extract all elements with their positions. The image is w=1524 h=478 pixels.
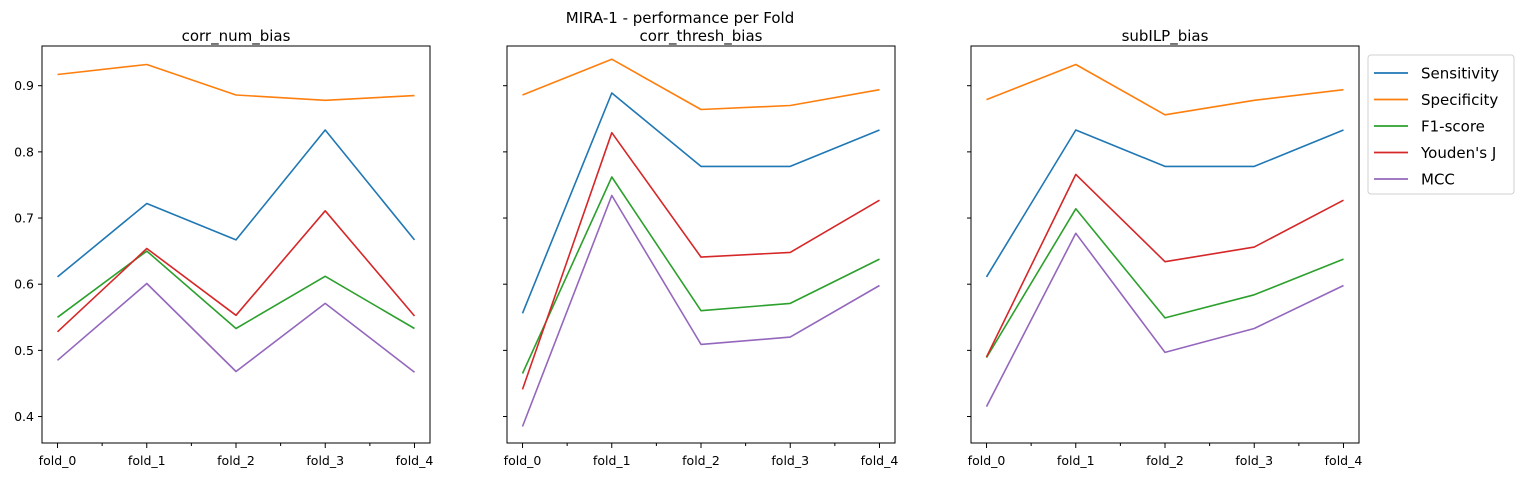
legend-label: Specificity: [1421, 91, 1498, 109]
series-line-f1-score: [521, 176, 880, 374]
series-line-specificity: [986, 63, 1344, 116]
y-tick-label: 0.7: [14, 211, 34, 226]
series-line-specificity: [57, 63, 415, 102]
figure-suptitle: MIRA-1 - performance per Fold: [566, 9, 795, 27]
x-tick-label: fold_1: [1057, 453, 1095, 468]
series-line-youden-s-j: [521, 131, 880, 390]
axes-frame: [970, 45, 1360, 444]
subplot-corr-thresh-bias: corr_thresh_bias fold_0 fold_1 fold_2 fold_…: [503, 27, 898, 468]
series-line-youden-s-j: [56, 210, 416, 333]
y-tick-label: 0.9: [14, 78, 34, 93]
series-line-mcc: [985, 232, 1344, 407]
series-line-specificity: [522, 58, 880, 111]
x-tick-label: fold_4: [1325, 453, 1363, 468]
legend-label: MCC: [1421, 171, 1455, 189]
legend-label: F1-score: [1421, 118, 1485, 136]
x-tick-label: fold_4: [396, 453, 434, 468]
subplot-corr-num-bias: corr_num_bias 0.4 0.5 0.6 0.7 0.8 0.9 fold_0 fo…: [14, 27, 433, 468]
x-tick-label: fold_2: [217, 453, 255, 468]
legend-label: Youden's J: [1420, 144, 1496, 162]
series-line-mcc: [56, 282, 415, 373]
series-line-sensitivity: [985, 129, 1344, 278]
x-tick-label: fold_0: [968, 453, 1006, 468]
x-tick-label: fold_2: [682, 453, 720, 468]
x-tick-label: fold_0: [504, 453, 542, 468]
x-tick-label: fold_3: [771, 453, 809, 468]
y-tick-label: 0.8: [14, 144, 34, 159]
legend-label: Sensitivity: [1421, 65, 1499, 83]
y-tick-label: 0.4: [14, 409, 34, 424]
x-tick-label: fold_1: [128, 453, 166, 468]
axes-frame: [506, 45, 896, 444]
y-tick-label: 0.5: [14, 343, 34, 358]
x-tick-label: fold_3: [306, 453, 344, 468]
x-tick-label: fold_4: [861, 453, 899, 468]
x-tick-label: fold_1: [593, 453, 631, 468]
subplot-title: subILP_bias: [1122, 27, 1209, 46]
subplot-title: corr_num_bias: [182, 27, 291, 46]
series-line-mcc: [521, 194, 880, 427]
series-line-youden-s-j: [985, 173, 1344, 358]
x-tick-label: fold_3: [1235, 453, 1273, 468]
x-tick-label: fold_2: [1146, 453, 1184, 468]
y-tick-label: 0.6: [14, 277, 34, 292]
series-line-f1-score: [985, 208, 1344, 359]
subplot-title: corr_thresh_bias: [640, 27, 763, 46]
x-tick-label: fold_0: [39, 453, 77, 468]
subplot-subilp-bias: subILP_bias fold_0 fold_1 fold_2 fold_3 fold…: [967, 27, 1362, 468]
series-line-sensitivity: [521, 92, 880, 314]
series-line-sensitivity: [56, 129, 416, 278]
legend: Sensitivity Specificity F1-score Youden's J…: [1367, 54, 1515, 195]
series-line-f1-score: [57, 250, 415, 330]
axes-frame: [41, 45, 431, 444]
legend-frame: [1367, 54, 1515, 195]
